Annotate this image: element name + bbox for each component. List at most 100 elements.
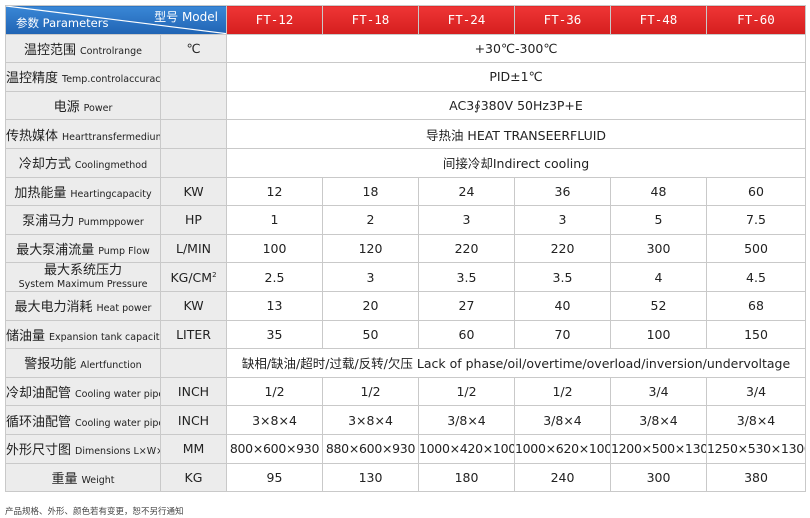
table-row: 储油量 Expansion tank capacity LITER 35 50 60 70… — [5, 319, 806, 350]
row-unit-text: HP — [185, 212, 202, 228]
row-label: 重量 Weight — [5, 462, 161, 493]
row-unit: HP — [160, 205, 227, 235]
row-unit-text: INCH — [177, 384, 210, 400]
row-label-en: Coolingmethod — [74, 160, 148, 172]
row-label-cn: 泵浦马力 — [22, 214, 75, 230]
row-unit-text: ℃ — [186, 40, 201, 56]
row-label-cn: 外形尺寸图 — [6, 443, 72, 459]
row-value: 100 — [610, 319, 707, 350]
row-unit — [160, 348, 227, 378]
model-ft-60: FT-60 — [706, 5, 806, 35]
row-label-cn: 循环油配管 — [6, 414, 72, 430]
model-label: 型号 Model — [154, 10, 218, 24]
row-label: 循环油配管 Cooling water pipe — [5, 405, 161, 435]
row-label: 冷却油配管 Cooling water pipe — [5, 376, 161, 407]
row-label-cn: 冷却方式 — [18, 157, 71, 173]
row-unit-text: L/MIN — [176, 241, 211, 257]
row-label-cn: 冷却油配管 — [6, 386, 72, 402]
row-value: 130 — [322, 462, 419, 493]
row-label-en: Pummppower — [78, 217, 144, 229]
row-value: 1/2 — [322, 376, 419, 407]
row-label-en: Temp.controlaccuracy — [62, 74, 161, 86]
row-value: 3/4 — [610, 376, 707, 407]
row-value: 1000×420×1000 — [418, 433, 515, 464]
row-value: 240 — [514, 462, 611, 493]
row-unit: KW — [160, 176, 227, 207]
table-row: 加热能量 Heartingcapacity KW 12 18 24 36 48 60 — [5, 176, 806, 207]
row-label: 最大系统压力 System Maximum Pressure — [5, 262, 161, 292]
row-value: 3×8×4 — [226, 405, 323, 435]
row-unit: LITER — [160, 319, 227, 350]
row-label: 加热能量 Heartingcapacity — [5, 176, 161, 207]
row-label: 冷却方式 Coolingmethod — [5, 147, 161, 178]
row-label-en: System Maximum Pressure — [18, 278, 148, 290]
table-row: 温控范围 Controlrange ℃ +30℃-300℃ — [5, 33, 806, 64]
row-label: 泵浦马力 Pummppower — [5, 205, 161, 235]
row-value: 1000×620×1000 — [514, 433, 611, 464]
row-value: 1250×530×1300 — [706, 433, 806, 464]
table-row: 温控精度 Temp.controlaccuracy PID±1℃ — [5, 62, 806, 92]
row-value: 3/8×4 — [514, 405, 611, 435]
row-label: 最大泵浦流量 Pump Flow — [5, 233, 161, 264]
row-label-cn: 传热媒体 — [6, 128, 59, 144]
model-ft-24: FT-24 — [418, 5, 515, 35]
row-label: 外形尺寸图 Dimensions L×W×H — [5, 433, 161, 464]
row-unit-sup: 2 — [212, 270, 217, 279]
row-label-cn: 最大系统压力 — [43, 262, 122, 278]
row-value: 380 — [706, 462, 806, 493]
row-span-value: 间接冷却Indirect cooling — [226, 147, 806, 178]
row-label-en: Cooling water pipe — [75, 417, 161, 429]
table-row: 最大电力消耗 Heat power KW 13 20 27 40 52 68 — [5, 290, 806, 321]
row-label-cn: 加热能量 — [14, 185, 67, 201]
row-label-en: Controlrange — [80, 45, 142, 57]
row-label-cn: 警报功能 — [24, 357, 77, 373]
row-value: 18 — [322, 176, 419, 207]
row-value: 3.5 — [514, 262, 611, 292]
row-span-value: +30℃-300℃ — [226, 33, 806, 64]
row-value: 13 — [226, 290, 323, 321]
row-value: 60 — [418, 319, 515, 350]
row-unit — [160, 119, 227, 149]
row-value: 20 — [322, 290, 419, 321]
row-unit: KW — [160, 290, 227, 321]
row-unit-text: INCH — [177, 412, 210, 428]
model-ft-48: FT-48 — [610, 5, 707, 35]
table-row: 泵浦马力 Pummppower HP 1 2 3 3 5 7.5 — [5, 205, 806, 235]
row-label-cn: 温控范围 — [24, 42, 77, 58]
row-label-en: Weight — [81, 474, 115, 486]
row-value: 3/8×4 — [610, 405, 707, 435]
row-unit — [160, 90, 227, 121]
row-label-en: Pump Flow — [98, 246, 150, 258]
row-label: 最大电力消耗 Heat power — [5, 290, 161, 321]
row-value: 100 — [226, 233, 323, 264]
row-value: 1200×500×1300 — [610, 433, 707, 464]
row-label: 传热媒体 Hearttransfermedium — [5, 119, 161, 149]
row-value: 3 — [322, 262, 419, 292]
row-value: 3/8×4 — [706, 405, 806, 435]
row-value: 500 — [706, 233, 806, 264]
row-value: 1/2 — [418, 376, 515, 407]
row-label-cn: 温控精度 — [6, 71, 59, 87]
row-unit-text: KG — [184, 469, 203, 485]
row-value: 1 — [226, 205, 323, 235]
diagonal-line — [6, 6, 226, 34]
row-value: 150 — [706, 319, 806, 350]
row-label-en: Heat power — [96, 303, 152, 315]
row-label: 电源 Power — [5, 90, 161, 121]
row-span-value: 缺相/缺油/超时/过载/反转/欠压 Lack of phase/oil/over… — [226, 348, 806, 378]
row-label-en: Heartingcapacity — [70, 188, 152, 200]
model-ft-36: FT-36 — [514, 5, 611, 35]
row-unit-text: KG/CM — [170, 269, 213, 285]
row-label-cn: 储油量 — [6, 328, 46, 344]
row-label-en: Power — [83, 103, 113, 115]
row-value: 7.5 — [706, 205, 806, 235]
row-value: 2.5 — [226, 262, 323, 292]
table-row: 循环油配管 Cooling water pipe INCH 3×8×4 3×8×4 3/… — [5, 405, 806, 435]
row-span-value: AC3∮380V 50Hz3P+E — [226, 90, 806, 121]
row-value: 52 — [610, 290, 707, 321]
row-value: 300 — [610, 233, 707, 264]
header-row: 型号 Model 参数 Parameters FT-12 FT-18 FT-24… — [5, 5, 806, 35]
row-value: 70 — [514, 319, 611, 350]
table-row: 最大系统压力 System Maximum Pressure KG/CM2 2.5 3 3… — [5, 262, 806, 292]
row-label-cn: 最大泵浦流量 — [16, 243, 95, 259]
